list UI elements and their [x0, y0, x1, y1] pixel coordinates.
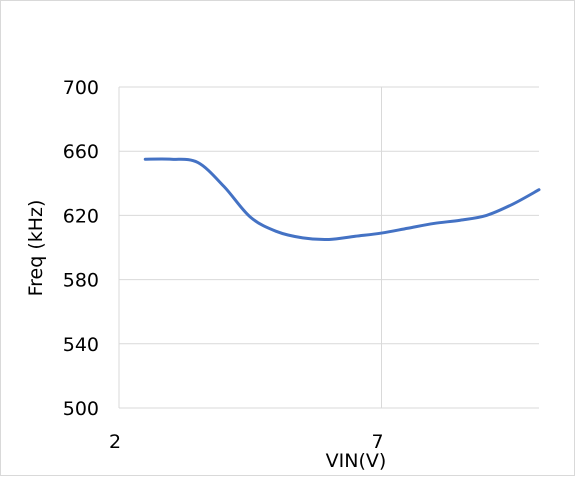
tick-labels: 500 540 580 620 660 700 2 7	[63, 77, 384, 453]
gridlines	[118, 86, 539, 409]
y-tick-label: 700	[63, 77, 99, 99]
y-tick-label: 660	[63, 141, 99, 163]
y-tick-label: 540	[63, 334, 99, 356]
y-tick-label: 500	[63, 398, 99, 420]
y-tick-label: 580	[63, 270, 99, 292]
y-tick-label: 620	[63, 205, 99, 227]
y-axis-title: Freq (kHz)	[25, 200, 47, 297]
x-tick-label: 2	[109, 431, 121, 453]
series-line	[143, 157, 541, 242]
x-axis-title: VIN(V)	[326, 450, 387, 472]
series-layer	[143, 157, 541, 242]
x-tick-label: 7	[371, 431, 383, 453]
